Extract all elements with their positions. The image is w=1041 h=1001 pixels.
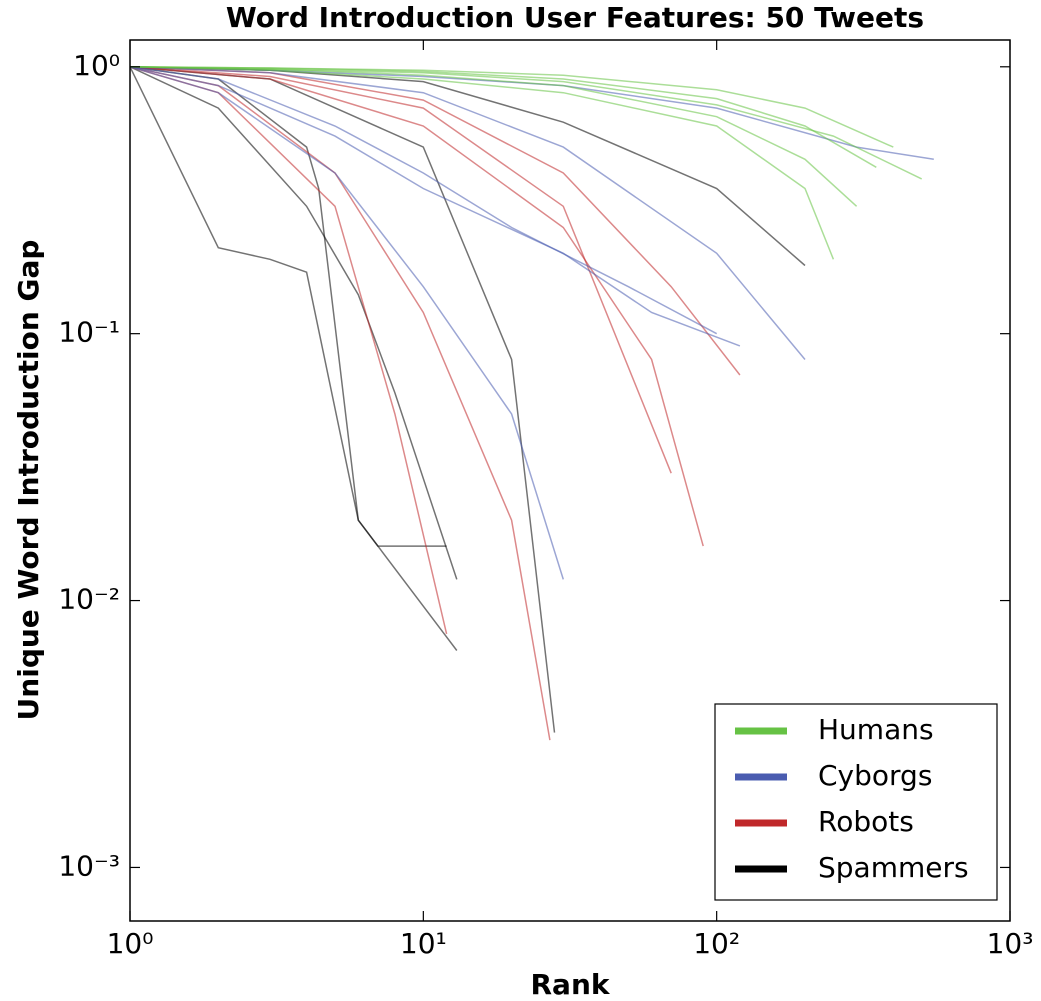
x-tick-label: 10³ <box>987 927 1034 960</box>
legend: Humans Cyborgs Robots Spammers <box>714 703 998 901</box>
series-line <box>130 66 806 360</box>
legend-label: Robots <box>818 805 914 838</box>
series-line <box>130 66 565 580</box>
x-tick-label: 10¹ <box>400 927 447 960</box>
x-tick-label: 10² <box>693 927 740 960</box>
series-line <box>130 66 704 547</box>
legend-label: Humans <box>818 713 934 746</box>
series-line <box>130 66 672 474</box>
legend-label: Spammers <box>818 851 969 884</box>
y-tick-label: 10⁻² <box>58 583 120 616</box>
x-axis-label: Rank <box>530 968 610 1001</box>
series-line <box>130 66 741 347</box>
y-tick-label: 10⁻³ <box>58 849 120 882</box>
series-line <box>130 66 458 580</box>
series-line <box>130 66 835 260</box>
legend-label: Cyborgs <box>818 759 932 792</box>
y-tick-label: 10⁰ <box>73 49 120 82</box>
series-line <box>130 66 877 168</box>
x-tick-label: 10⁰ <box>107 927 154 960</box>
plot-frame <box>129 39 1011 922</box>
chart-title: Word Introduction User Features: 50 Twee… <box>226 1 924 34</box>
lines <box>130 66 934 741</box>
series-line <box>130 66 718 335</box>
y-axis-label: Unique Word Introduction Gap <box>12 240 45 721</box>
series-line <box>130 66 858 207</box>
y-tick-label: 10⁻¹ <box>58 316 120 349</box>
